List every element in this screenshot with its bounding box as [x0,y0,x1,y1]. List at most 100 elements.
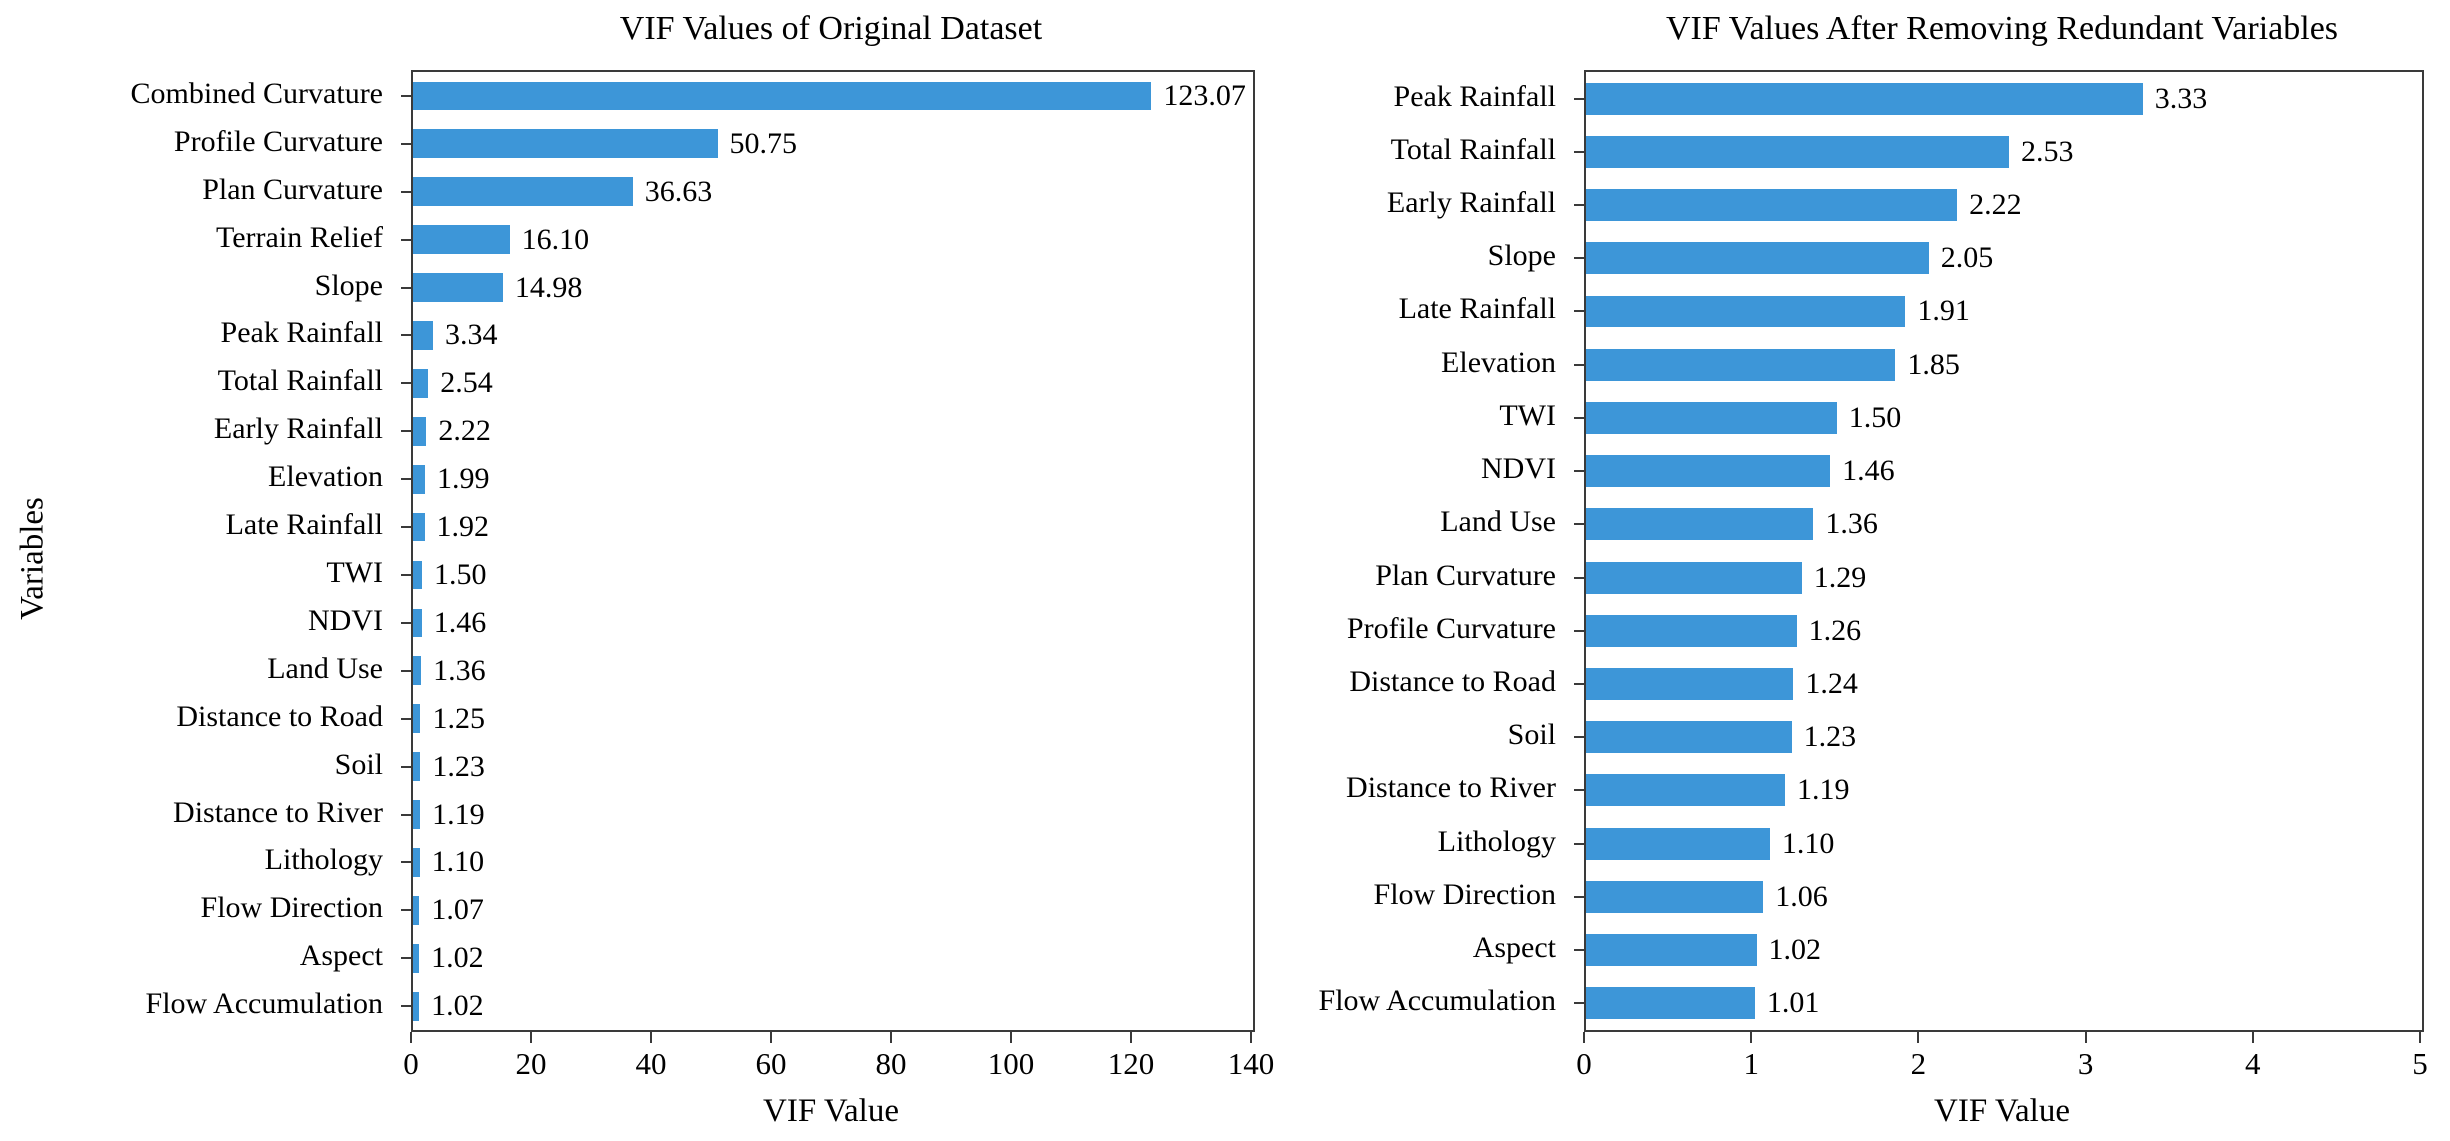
plot-area: 123.07 50.75 36.63 16.10 14.98 3.34 2.54 2.22 1.… [401,70,1255,1032]
bar-value-label: 1.01 [1766,986,1820,1020]
bar-row: 1.91 [1574,285,2422,338]
bar-row: 2.05 [1574,232,2422,285]
y-tick-mark [1574,683,1584,686]
y-tick-mark [1574,257,1584,260]
y-tick-mark [1574,416,1584,419]
category-labels-column: Combined Curvature Profile Curvature Plan … [0,70,397,1028]
y-tick-mark [1574,629,1584,632]
x-tick-mark [410,1032,412,1043]
x-tick-mark [2419,1032,2421,1043]
y-tick-mark [1574,470,1584,473]
category-label: Late Rainfall [225,508,383,542]
category-label: Flow Direction [1373,877,1556,911]
bar-row: 1.10 [401,839,1253,887]
bar [1586,242,1929,275]
y-tick-mark [401,909,411,912]
y-tick-mark [401,813,411,816]
x-tick-mark [1130,1032,1132,1043]
bar-value-label: 50.75 [729,126,798,160]
bar [413,369,429,398]
y-tick-mark [1574,842,1584,845]
y-tick-mark [401,382,411,385]
bar-row: 1.36 [401,647,1253,695]
category-label: Slope [314,268,383,302]
bar-value-label: 1.85 [1907,347,1960,381]
y-tick-mark [1574,895,1584,898]
bar [413,704,421,734]
y-tick-mark [1574,97,1584,100]
bar [1586,348,1896,381]
category-label: Early Rainfall [1386,186,1556,220]
bar [1586,401,1837,434]
bar [413,656,422,686]
category-label: Soil [1507,718,1556,752]
bar [413,895,420,925]
bar-row: 1.50 [401,551,1253,599]
category-label: Distance to Road [1349,665,1556,699]
category-label: NDVI [1481,452,1556,486]
bar-value-label: 2.22 [1969,188,2022,222]
y-tick-mark [401,286,411,289]
bar-value-label: 1.99 [436,462,490,496]
bar-row: 50.75 [401,120,1253,168]
bar [413,991,420,1021]
y-tick-mark [401,621,411,624]
bar [1586,82,2143,115]
category-label: Profile Curvature [173,124,383,158]
x-tick-mark [530,1032,532,1043]
bar-row: 1.01 [1574,977,2422,1030]
x-tick-label: 40 [635,1046,667,1081]
x-tick-mark [2251,1032,2254,1043]
bar-row: 1.36 [1574,498,2422,551]
x-tick-label: 20 [515,1046,547,1081]
x-axis-label: VIF Value [763,1093,899,1129]
y-tick-mark [401,190,411,193]
x-axis: 0 20 40 60 80 100 120 140 [403,1032,1274,1096]
bar-row: 123.07 [401,72,1253,120]
category-label: Lithology [264,843,383,877]
category-label: Flow Direction [200,891,383,925]
x-tick-mark [650,1032,652,1043]
x-axis-label: VIF Value [1934,1093,2070,1129]
bar-row: 1.02 [1574,924,2422,977]
bar-row: 3.34 [401,312,1253,360]
bar-value-label: 1.91 [1917,294,1970,328]
x-tick-label: 60 [755,1046,787,1081]
y-tick-mark [1574,1002,1584,1005]
chart-title: VIF Values of Original Dataset [619,10,1043,47]
bar-value-label: 3.34 [445,318,498,352]
category-label: TWI [326,556,383,590]
y-tick-mark [401,861,411,864]
x-tick-mark [1250,1032,1252,1043]
y-tick-mark [401,94,411,97]
category-label: Flow Accumulation [1318,984,1556,1018]
bar-value-label: 16.10 [521,222,590,256]
y-tick-mark [1574,789,1584,792]
bar [413,752,421,781]
bar-value-label: 1.50 [1848,400,1902,434]
bar [413,943,420,973]
x-tick-label: 100 [987,1046,1035,1081]
bar-row: 3.33 [1574,72,2422,125]
y-tick-mark [401,142,411,145]
y-tick-mark [401,669,411,672]
bar-row: 2.22 [1574,178,2422,231]
x-tick-mark [890,1032,892,1043]
y-tick-mark [401,957,411,960]
bar-row: 1.06 [1574,870,2422,923]
bar-row: 1.92 [401,503,1253,551]
category-label: Total Rainfall [1390,132,1556,166]
bar-row: 1.24 [1574,657,2422,710]
bar-row: 1.85 [1574,338,2422,391]
category-label: Elevation [268,460,383,494]
x-tick-mark [770,1032,772,1043]
bar [413,464,425,494]
category-label: Late Rainfall [1398,292,1556,326]
bar-value-label: 1.92 [436,510,490,544]
bar [413,512,425,542]
category-label: Peak Rainfall [1393,79,1556,113]
bar [1586,135,2010,168]
y-tick-mark [401,717,411,720]
bar-value-label: 1.02 [1768,933,1822,967]
category-label: TWI [1499,398,1556,432]
